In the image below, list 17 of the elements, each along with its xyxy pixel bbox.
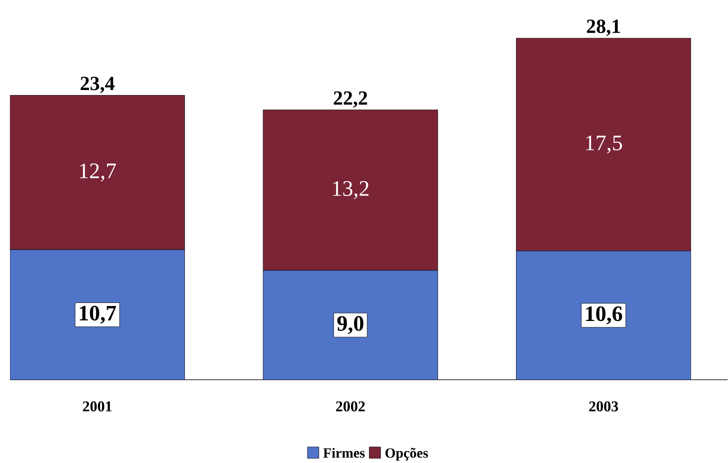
x-tick-label: 2003 [589,401,618,412]
data-label: 9,0 [337,316,364,334]
legend-label: Opções [385,448,428,461]
data-label: 10,7 [80,306,116,324]
data-label: 10,6 [586,306,622,324]
data-label: 12,7 [80,163,116,182]
data-label: 13,2 [333,181,368,200]
x-tick-label: 2002 [336,401,365,412]
legend-label: Firmes [323,448,365,458]
total-label: 28,1 [586,20,620,36]
total-label: 22,2 [334,91,368,108]
data-label: 17,5 [586,136,622,154]
bar [10,95,185,250]
total-label: 23,4 [80,76,114,94]
x-tick-label: 2001 [82,401,112,412]
bar [262,110,438,271]
bar [516,38,692,252]
